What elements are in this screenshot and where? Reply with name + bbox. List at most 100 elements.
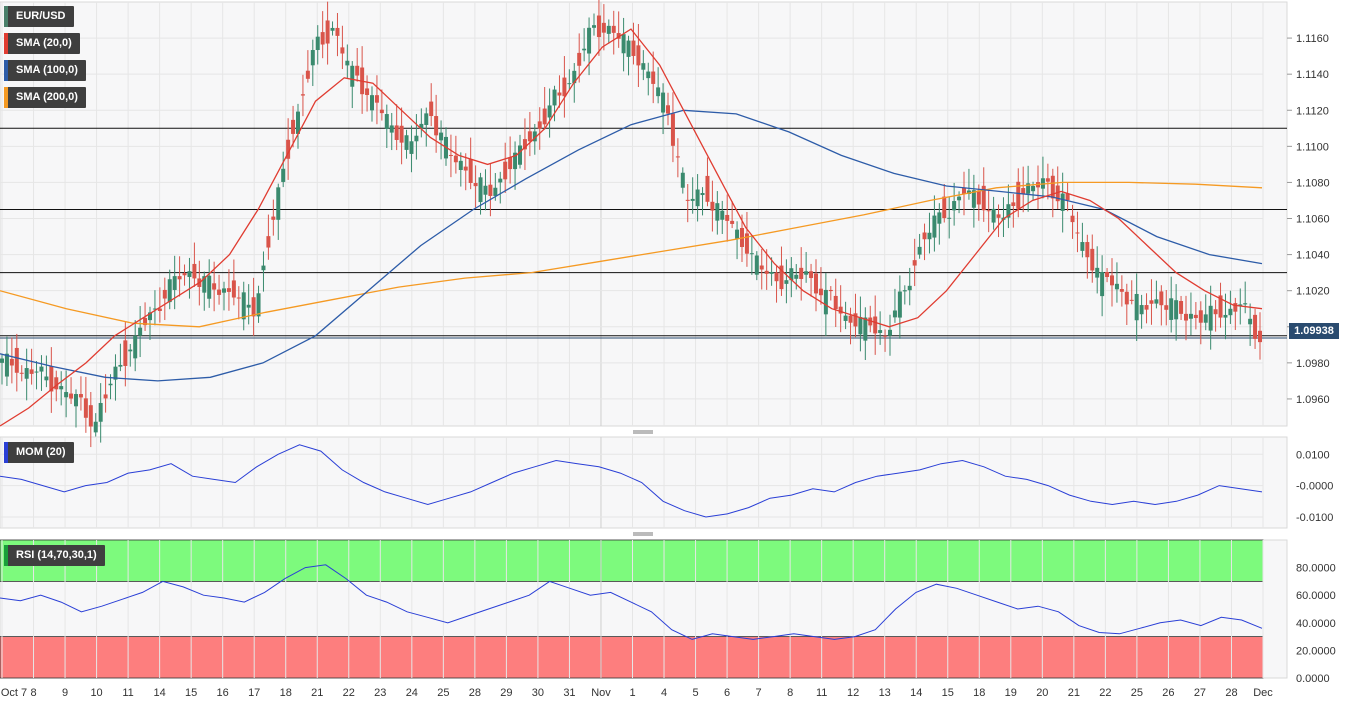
- candle-body: [172, 276, 177, 290]
- y-tick-label: 1.0960: [1296, 394, 1330, 406]
- legend-sma200-label: SMA (200,0): [16, 91, 78, 103]
- mom-y-tick-label: -0.0100: [1296, 512, 1333, 524]
- candle-body: [355, 65, 360, 76]
- candle-body: [656, 87, 661, 97]
- candle-body: [863, 317, 868, 341]
- candle-body: [1100, 272, 1105, 297]
- legend-sma200-swatch: [4, 87, 8, 108]
- x-tick-label: 15: [942, 687, 954, 699]
- candle-body: [823, 289, 828, 315]
- y-tick-label: 1.1060: [1296, 214, 1330, 226]
- candle-body: [1095, 267, 1100, 278]
- candle-body: [527, 131, 532, 142]
- x-tick-label: 6: [724, 687, 730, 699]
- candle-body: [157, 308, 162, 312]
- candle-body: [1114, 283, 1119, 290]
- candle-body: [804, 271, 809, 275]
- candle-body: [384, 114, 389, 129]
- x-tick-label: 23: [374, 687, 386, 699]
- x-tick-label: 11: [122, 687, 133, 699]
- candle-body: [927, 232, 932, 240]
- candle-body: [468, 159, 473, 183]
- candle-body: [330, 27, 335, 31]
- candle-body: [764, 270, 769, 274]
- legend-sma200[interactable]: SMA (200,0): [4, 87, 86, 108]
- legend-rsi[interactable]: RSI (14,70,30,1): [4, 545, 105, 566]
- candle-body: [828, 289, 833, 292]
- candle-body: [962, 187, 966, 194]
- candle-body: [1169, 298, 1174, 320]
- candle-body: [582, 48, 587, 51]
- candle-body: [730, 220, 735, 224]
- legend-sma100[interactable]: SMA (100,0): [4, 60, 86, 81]
- x-tick-label: 8: [30, 687, 36, 699]
- candle-body: [463, 166, 468, 171]
- candle-body: [59, 386, 64, 390]
- candle-body: [932, 215, 937, 238]
- candle-body: [1174, 300, 1179, 320]
- candle-body: [547, 105, 552, 118]
- sma20-line: [0, 28, 1263, 427]
- candle-body: [986, 210, 991, 212]
- candle-body: [952, 201, 957, 211]
- candle-body: [29, 369, 34, 374]
- candle-body: [878, 330, 883, 333]
- candle-body: [93, 421, 98, 433]
- candle-body: [670, 113, 675, 146]
- candle-body: [1149, 300, 1154, 304]
- candle-body: [404, 135, 409, 150]
- candle-body: [74, 394, 78, 407]
- legend-symbol[interactable]: EUR/USD: [4, 6, 74, 27]
- candle-body: [705, 175, 710, 202]
- y-tick-label: 1.1080: [1296, 177, 1330, 189]
- legend-mom-label: MOM (20): [16, 446, 66, 458]
- candle-body: [345, 60, 350, 66]
- candle-body: [1193, 314, 1198, 319]
- candle-body: [991, 208, 996, 223]
- x-tick-label: Nov: [591, 687, 611, 699]
- candle-body: [1164, 305, 1169, 310]
- candle-body: [769, 271, 774, 274]
- candle-body: [725, 214, 730, 221]
- candle-body: [631, 40, 636, 56]
- panel-2: [0, 436, 1288, 529]
- candle-body: [542, 108, 547, 125]
- candle-body: [256, 293, 261, 317]
- legend-mom[interactable]: MOM (20): [4, 442, 74, 463]
- candle-body: [532, 131, 537, 142]
- candle-body: [1090, 248, 1095, 271]
- candle-body: [1233, 303, 1238, 312]
- candle-body: [976, 190, 981, 205]
- candle-body: [1208, 305, 1213, 331]
- y-tick-label: 1.0980: [1296, 358, 1330, 370]
- candle-body: [419, 123, 424, 129]
- x-tick-label: 10: [90, 687, 102, 699]
- candle-body: [1248, 318, 1253, 325]
- candle-body: [370, 95, 374, 111]
- legend-sma20[interactable]: SMA (20,0): [4, 33, 80, 54]
- candle-body: [971, 190, 976, 208]
- candle-body: [1119, 289, 1124, 292]
- candle-body: [557, 92, 562, 96]
- x-tick-label: 22: [1099, 687, 1111, 699]
- legend-rsi-label: RSI (14,70,30,1): [16, 549, 97, 561]
- candle-body: [4, 353, 9, 377]
- candle-body: [1258, 330, 1262, 343]
- candle-body: [439, 132, 444, 141]
- candle-body: [572, 70, 577, 84]
- candle-body: [261, 265, 266, 271]
- candle-body: [611, 25, 616, 33]
- x-tick-label: 21: [1068, 687, 1080, 699]
- candle-body: [212, 283, 217, 290]
- rsi-y-tick-label: 40.0000: [1296, 618, 1336, 630]
- candle-body: [103, 394, 108, 399]
- x-tick-label: 1: [629, 687, 635, 699]
- candle-body: [0, 358, 4, 363]
- candle-body: [661, 92, 666, 113]
- x-tick-label: 4: [661, 687, 667, 699]
- candle-body: [350, 65, 355, 87]
- candle-body: [1011, 202, 1016, 206]
- candle-body: [922, 232, 927, 240]
- candle-body: [148, 312, 152, 321]
